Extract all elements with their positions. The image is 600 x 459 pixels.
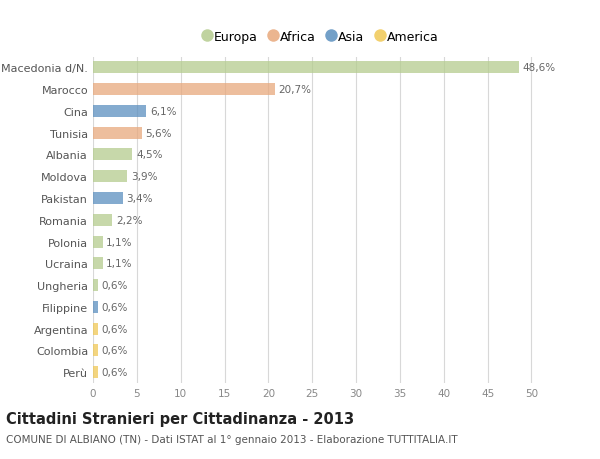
Bar [93, 128, 142, 140]
Text: 3,4%: 3,4% [127, 194, 153, 204]
Bar [93, 106, 146, 118]
Legend: Europa, Africa, Asia, America: Europa, Africa, Asia, America [199, 26, 443, 49]
Text: 0,6%: 0,6% [102, 324, 128, 334]
Bar [93, 193, 123, 205]
Bar [93, 214, 112, 226]
Text: Cittadini Stranieri per Cittadinanza - 2013: Cittadini Stranieri per Cittadinanza - 2… [6, 411, 354, 426]
Bar [93, 171, 127, 183]
Text: 6,1%: 6,1% [150, 106, 176, 117]
Bar [93, 62, 519, 74]
Bar [93, 84, 275, 96]
Text: 0,6%: 0,6% [102, 346, 128, 356]
Bar [93, 258, 103, 270]
Text: 0,6%: 0,6% [102, 367, 128, 377]
Bar [93, 366, 98, 378]
Text: 20,7%: 20,7% [278, 85, 311, 95]
Text: 48,6%: 48,6% [523, 63, 556, 73]
Text: 0,6%: 0,6% [102, 302, 128, 312]
Bar [93, 149, 133, 161]
Text: 5,6%: 5,6% [146, 129, 172, 139]
Bar [93, 301, 98, 313]
Bar [93, 236, 103, 248]
Text: 1,1%: 1,1% [106, 237, 133, 247]
Text: 1,1%: 1,1% [106, 259, 133, 269]
Text: COMUNE DI ALBIANO (TN) - Dati ISTAT al 1° gennaio 2013 - Elaborazione TUTTITALIA: COMUNE DI ALBIANO (TN) - Dati ISTAT al 1… [6, 434, 458, 444]
Bar [93, 323, 98, 335]
Bar [93, 345, 98, 357]
Text: 4,5%: 4,5% [136, 150, 163, 160]
Text: 0,6%: 0,6% [102, 280, 128, 291]
Text: 3,9%: 3,9% [131, 172, 157, 182]
Text: 2,2%: 2,2% [116, 215, 142, 225]
Bar [93, 280, 98, 291]
